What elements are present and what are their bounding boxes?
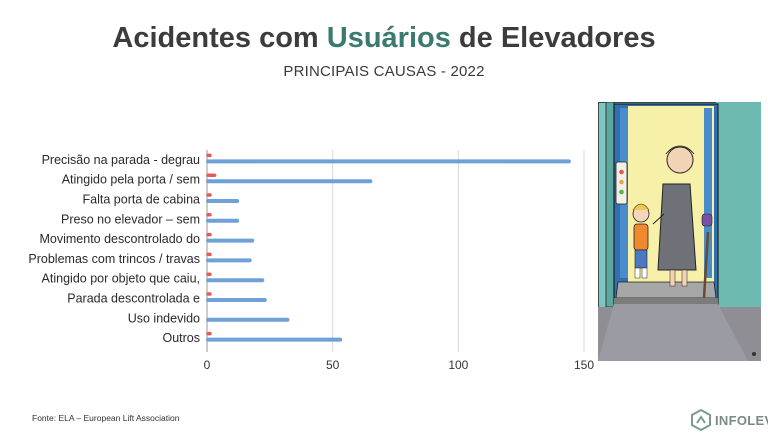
bar-chart: Precisão na parada - degrau Atingido pela… [28, 150, 594, 372]
category-label: Parada descontrolada e [67, 292, 200, 306]
category-label: Uso indevido [128, 311, 200, 325]
logo-text: INFOLEV [715, 412, 768, 428]
infolev-logo-icon [691, 409, 711, 431]
x-tick-label: 50 [326, 358, 340, 372]
title-accent: Usuários [326, 22, 451, 54]
category-label: Outros [162, 331, 200, 345]
page-subtitle: PRINCIPAIS CAUSAS - 2022 [283, 63, 485, 80]
title-post: de Elevadores [450, 22, 656, 54]
x-tick-label: 150 [574, 358, 594, 372]
category-label: Atingido por objeto que caiu, [42, 272, 200, 286]
category-label: Precisão na parada - degrau [42, 153, 200, 167]
elevator-illustration-icon [598, 102, 761, 361]
x-tick-label: 100 [448, 358, 468, 372]
x-tick-label: 0 [204, 358, 211, 372]
category-label: Preso no elevador – sem [61, 212, 200, 226]
category-label: Falta porta de cabina [83, 193, 200, 207]
category-label: Problemas com trincos / travas [28, 252, 200, 266]
title-pre: Acidentes com [112, 22, 327, 54]
page-title: Acidentes com Usuários de Elevadores [0, 22, 768, 55]
source-note: Fonte: ELA – European Lift Association [32, 413, 180, 423]
infolev-logo: INFOLEV [690, 408, 768, 432]
category-label: Atingido pela porta / sem [62, 173, 200, 187]
category-label: Movimento descontrolado do [39, 232, 200, 246]
